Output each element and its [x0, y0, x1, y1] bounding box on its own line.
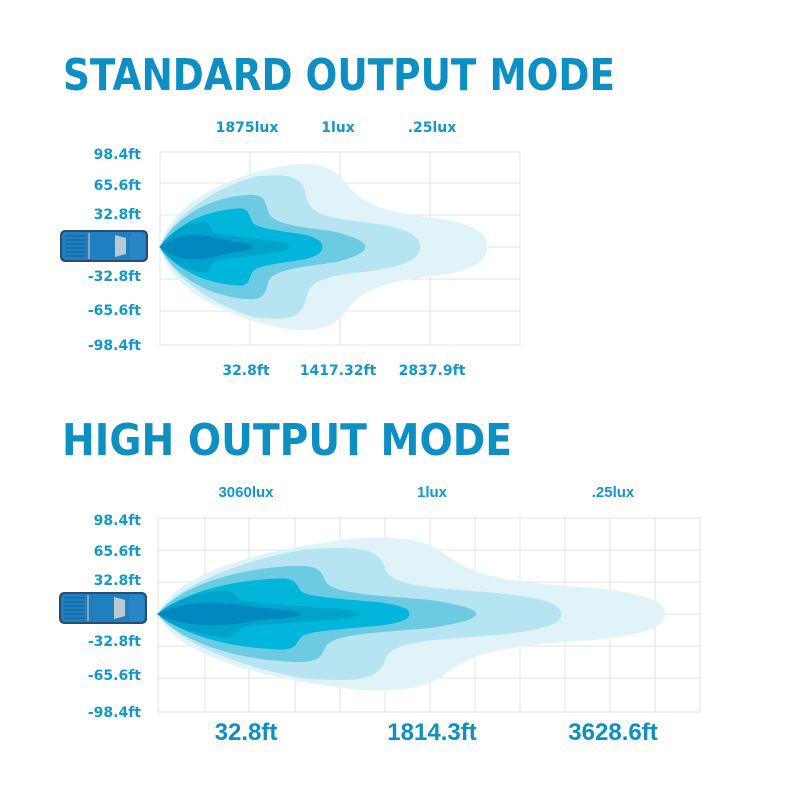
lux-label: .25lux: [592, 484, 635, 501]
lux-label: 1lux: [417, 484, 448, 501]
y-axis-label: -98.4ft: [88, 338, 141, 354]
x-axis-label: 32.8ft: [222, 363, 270, 379]
x-axis-label: 3628.6ft: [568, 719, 657, 746]
x-axis-label: 2837.9ft: [399, 363, 466, 379]
beam-zone-6: [156, 602, 302, 615]
beam-zone-6: [159, 246, 253, 260]
truck-windshield: [115, 235, 126, 257]
y-axis-label: 32.8ft: [94, 573, 142, 589]
y-axis-label: 32.8ft: [94, 207, 142, 223]
truck-bed-divider: [87, 595, 89, 621]
truck-top-view-icon: [60, 230, 148, 262]
standard-output-section: STANDARD OUTPUT MODE 1875lux 1lux .25lux…: [60, 50, 615, 379]
section-title: HIGH OUTPUT MODE: [62, 415, 512, 466]
x-axis-label: 1814.3ft: [387, 719, 476, 746]
y-axis-label: 65.6ft: [94, 178, 142, 194]
x-axis-label: 32.8ft: [215, 719, 278, 746]
truck-hood: [129, 595, 144, 621]
beam-plot: [159, 151, 521, 346]
beam-plot: [156, 517, 701, 713]
truck-hood: [130, 233, 145, 259]
y-axis-label: -32.8ft: [88, 269, 141, 285]
y-axis-label: -65.6ft: [88, 668, 141, 684]
truck-bed-divider: [88, 233, 90, 259]
y-axis-label: 98.4ft: [94, 147, 142, 163]
lux-label: .25lux: [408, 120, 457, 136]
x-axis-label: 1417.32ft: [300, 363, 377, 379]
lux-label: 1lux: [321, 120, 355, 136]
high-output-section: HIGH OUTPUT MODE 3060lux 1lux .25lux 98.…: [59, 415, 701, 746]
y-axis-label: 98.4ft: [94, 513, 142, 529]
beam-zone-6: [159, 234, 253, 248]
section-title: STANDARD OUTPUT MODE: [63, 50, 615, 101]
lux-label: 3060lux: [218, 484, 274, 501]
lux-label: 1875lux: [216, 120, 279, 136]
truck-top-view-icon: [59, 592, 147, 624]
beam-zone-6: [156, 613, 302, 626]
y-axis-label: 65.6ft: [94, 544, 142, 560]
truck-windshield: [114, 597, 125, 619]
y-axis-label: -65.6ft: [88, 303, 141, 319]
y-axis-label: -32.8ft: [88, 634, 141, 650]
y-axis-label: -98.4ft: [88, 705, 141, 721]
